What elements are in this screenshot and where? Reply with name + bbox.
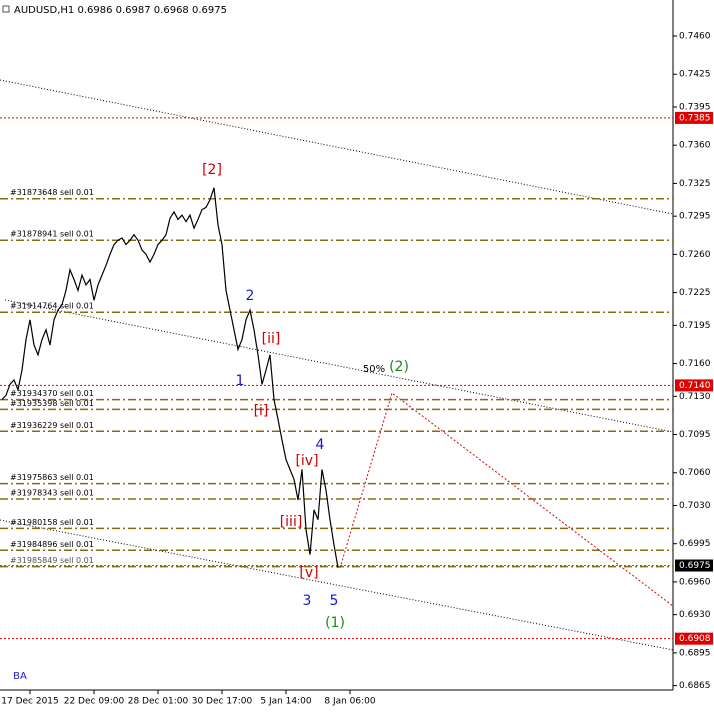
order-label: #31984896 sell 0.01 <box>10 540 94 549</box>
y-tick-label: 0.7325 <box>679 179 711 189</box>
wave-label: 3 <box>303 593 312 609</box>
x-tick-label: 17 Dec 2015 <box>1 697 59 707</box>
x-tick-label: 28 Dec 01:00 <box>128 697 189 707</box>
y-tick-label: 0.7395 <box>679 102 711 112</box>
order-label: #31935398 sell 0.01 <box>10 399 94 408</box>
x-tick-label: 5 Jan 14:00 <box>260 697 312 707</box>
price-line <box>1 187 339 568</box>
y-tick-label: 0.6960 <box>679 577 711 587</box>
wave-label: 5 <box>330 593 339 609</box>
order-label: #31878941 sell 0.01 <box>10 230 94 239</box>
level-label: 0.6908 <box>679 634 711 644</box>
wave-label: [iii] <box>280 514 303 530</box>
y-tick-label: 0.7260 <box>679 250 711 260</box>
wave-label: (2) <box>389 359 409 375</box>
order-label: #31980158 sell 0.01 <box>10 518 94 527</box>
y-tick-label: 0.7295 <box>679 212 711 222</box>
wave-label: 2 <box>246 288 255 304</box>
wave-label: [i] <box>254 403 269 419</box>
y-tick-label: 0.6865 <box>679 681 711 691</box>
wave-label: 1 <box>236 373 245 389</box>
order-label: #31975863 sell 0.01 <box>10 473 94 482</box>
y-tick-label: 0.7225 <box>679 288 711 298</box>
y-tick-label: 0.7195 <box>679 321 711 331</box>
wave-label: 50% <box>363 364 385 375</box>
projection-line <box>339 392 674 607</box>
level-box <box>675 111 713 124</box>
order-label: #31914764 sell 0.01 <box>10 302 94 311</box>
level-label: 0.6975 <box>679 561 711 571</box>
wave-label: [iv] <box>295 453 318 469</box>
y-tick-label: 0.7130 <box>679 392 711 402</box>
level-label: 0.7140 <box>679 381 711 391</box>
y-tick-label: 0.7425 <box>679 70 711 80</box>
order-label: #31873648 sell 0.01 <box>10 188 94 197</box>
level-label: 0.7385 <box>679 113 711 123</box>
x-tick-label: 22 Dec 09:00 <box>64 697 125 707</box>
y-tick-label: 0.7060 <box>679 468 711 478</box>
level-box <box>675 559 713 572</box>
y-tick-label: 0.6895 <box>679 648 711 658</box>
chart-icon <box>2 5 10 13</box>
chart-title: AUDUSD,H1 0.6986 0.6987 0.6968 0.6975 <box>14 5 227 16</box>
y-tick-label: 0.7095 <box>679 430 711 440</box>
y-tick-label: 0.7360 <box>679 141 711 151</box>
level-box <box>675 632 713 645</box>
x-tick-label: 30 Dec 17:00 <box>192 697 253 707</box>
y-tick-label: 0.6995 <box>679 539 711 549</box>
order-label: #31978343 sell 0.01 <box>10 488 94 497</box>
wave-label: BA <box>13 671 27 682</box>
wave-label: [v] <box>299 565 318 581</box>
y-tick-label: 0.6930 <box>679 610 711 620</box>
order-label: #31985849 sell 0.01 <box>10 556 94 565</box>
trend-line <box>0 519 674 651</box>
order-label: #31934370 sell 0.01 <box>10 389 94 398</box>
level-box <box>675 379 713 392</box>
trend-line <box>0 79 674 215</box>
wave-label: [2] <box>202 162 222 178</box>
order-label: #31936229 sell 0.01 <box>10 421 94 430</box>
x-tick-label: 8 Jan 06:00 <box>324 697 376 707</box>
wave-label: (1) <box>325 615 345 631</box>
y-tick-label: 0.7030 <box>679 501 711 511</box>
y-tick-label: 0.7160 <box>679 359 711 369</box>
wave-label: [ii] <box>262 331 281 347</box>
wave-label: 4 <box>316 437 325 453</box>
y-tick-label: 0.7460 <box>679 32 711 42</box>
